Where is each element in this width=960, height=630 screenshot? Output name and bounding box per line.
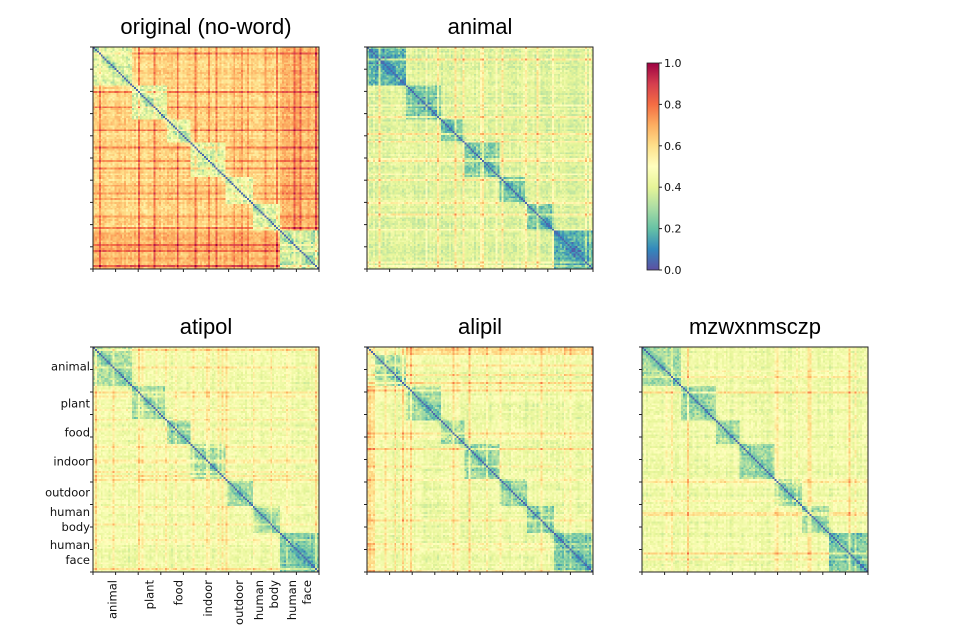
x-label-human-body: body bbox=[267, 580, 281, 609]
panel-title: mzwxnmsczp bbox=[689, 314, 821, 339]
x-label-food: food bbox=[172, 580, 186, 605]
x-label-plant: plant bbox=[143, 580, 157, 610]
y-label-outdoor: outdoor bbox=[45, 485, 90, 499]
panel-2: animal bbox=[364, 14, 594, 272]
tick-marks bbox=[639, 346, 869, 575]
panel-title: animal bbox=[448, 14, 513, 39]
y-label-human-face: face bbox=[66, 553, 91, 567]
heatmap-cells bbox=[367, 47, 593, 269]
heatmap-cells bbox=[642, 347, 868, 572]
colorbar-tick-label: 0.8 bbox=[664, 98, 682, 111]
colorbar: 0.0 0.2 0.4 0.6 0.8 1.0 bbox=[646, 57, 682, 277]
colorbar-tick-label: 0.2 bbox=[664, 223, 682, 236]
x-label-human-face: face bbox=[300, 580, 314, 605]
colorbar-tick-label: 0.4 bbox=[664, 181, 682, 194]
heatmap-cells bbox=[367, 347, 593, 572]
heatmap-cells bbox=[93, 347, 319, 572]
x-label-indoor: indoor bbox=[201, 580, 215, 617]
panel-title: atipol bbox=[180, 314, 233, 339]
tick-marks bbox=[364, 46, 594, 272]
panel-4: alipil bbox=[364, 314, 594, 575]
x-label-human-body: human bbox=[252, 580, 266, 620]
x-category-labels: animal plant food indoor outdoor human body hum… bbox=[105, 580, 314, 625]
panel-title: alipil bbox=[458, 314, 502, 339]
y-label-plant: plant bbox=[61, 396, 91, 410]
colorbar-tick-label: 0.6 bbox=[664, 140, 682, 153]
y-label-food: food bbox=[65, 425, 90, 439]
tick-marks bbox=[364, 346, 594, 575]
tick-marks bbox=[90, 46, 320, 272]
colorbar-tick-label: 1.0 bbox=[664, 57, 682, 70]
y-category-labels: animalplantfoodindooroutdoorhumanbodyhum… bbox=[45, 359, 90, 567]
y-label-human-body: human bbox=[50, 505, 90, 519]
y-label-indoor: indoor bbox=[53, 454, 90, 468]
x-label-human-face: human bbox=[285, 580, 299, 620]
colorbar-frame bbox=[646, 62, 660, 271]
x-label-outdoor: outdoor bbox=[232, 580, 246, 625]
panels: original (no-word) animal atipol animal plan… bbox=[45, 14, 869, 625]
tick-marks bbox=[90, 346, 320, 575]
panel-title: original (no-word) bbox=[120, 14, 291, 39]
x-label-animal: animal bbox=[105, 580, 119, 619]
y-label-animal: animal bbox=[51, 359, 90, 373]
panel-5: mzwxnmsczp bbox=[639, 314, 869, 575]
panel-1: original (no-word) bbox=[90, 14, 320, 272]
y-label-human-face: human bbox=[50, 538, 90, 552]
colorbar-gradient bbox=[647, 63, 659, 270]
y-label-human-body: body bbox=[62, 520, 91, 534]
colorbar-tick-label: 0.0 bbox=[664, 264, 682, 277]
panel-3: atipolanimalplantfoodindooroutdoorhumanb… bbox=[45, 314, 320, 625]
heatmap-cells bbox=[93, 47, 319, 269]
